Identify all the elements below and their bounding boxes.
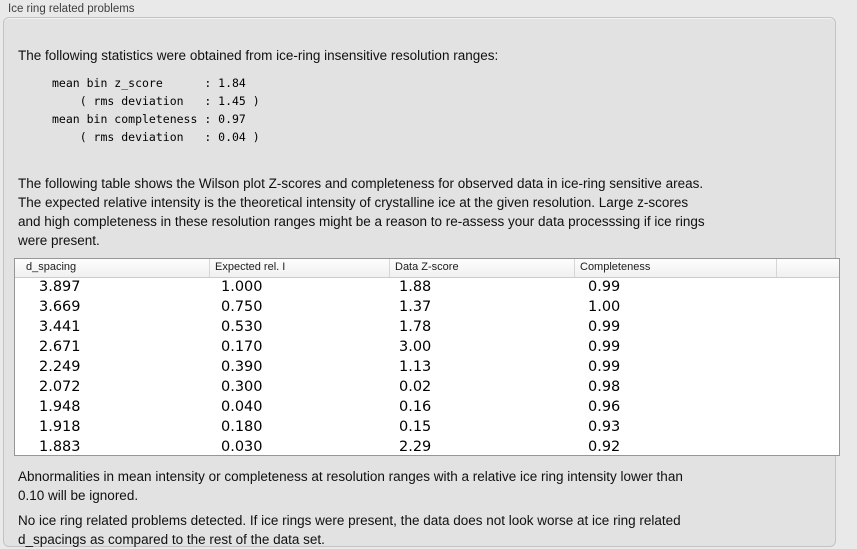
table-row[interactable]: 1.948 0.040 0.16 0.96 <box>15 398 839 418</box>
table-cell: 0.99 <box>588 279 621 295</box>
table-cell: 1.37 <box>399 299 432 315</box>
table-cell-empty <box>777 298 839 318</box>
table-row[interactable]: 3.669 0.750 1.37 1.00 <box>15 298 839 318</box>
table-cell-empty <box>777 358 839 378</box>
table-row[interactable]: 2.072 0.300 0.02 0.98 <box>15 378 839 398</box>
table-cell: 1.000 <box>221 279 263 295</box>
description-line: were present. <box>18 233 100 248</box>
conclusion-text: No ice ring related problems detected. I… <box>18 511 681 549</box>
table-cell: 0.180 <box>221 419 263 435</box>
table-cell: 3.441 <box>39 319 81 335</box>
table-cell-empty <box>777 278 839 298</box>
description-line: and high completeness in these resolutio… <box>18 214 705 229</box>
table-cell: 0.040 <box>221 399 263 415</box>
table-cell-empty <box>777 318 839 338</box>
table-row[interactable]: 1.883 0.030 2.29 0.92 <box>15 438 839 455</box>
table-cell: 2.249 <box>39 359 81 375</box>
ignore-note: Abnormalities in mean intensity or compl… <box>18 467 683 505</box>
table-cell-empty <box>777 378 839 398</box>
table-cell: 0.16 <box>399 399 432 415</box>
table-cell-empty <box>777 398 839 418</box>
table-cell: 3.669 <box>39 299 81 315</box>
statistics-block: mean bin z_score : 1.84 ( rms deviation … <box>52 76 260 144</box>
column-header-d-spacing[interactable]: d_spacing <box>15 259 210 277</box>
column-header-completeness[interactable]: Completeness <box>575 259 777 277</box>
table-cell-empty <box>777 338 839 358</box>
table-cell: 1.88 <box>399 279 432 295</box>
conclusion-line: d_spacings as compared to the rest of th… <box>18 532 325 547</box>
table-row[interactable]: 1.918 0.180 0.15 0.93 <box>15 418 839 438</box>
ice-ring-table: d_spacing Expected rel. I Data Z-score Comp… <box>14 258 840 456</box>
description-line: The expected relative intensity is the t… <box>18 195 689 210</box>
table-cell: 0.390 <box>221 359 263 375</box>
table-cell: 0.530 <box>221 319 263 335</box>
table-cell: 0.170 <box>221 339 263 355</box>
table-row[interactable]: 2.671 0.170 3.00 0.99 <box>15 338 839 358</box>
table-cell: 2.671 <box>39 339 81 355</box>
table-cell: 0.15 <box>399 419 432 435</box>
table-row[interactable]: 3.441 0.530 1.78 0.99 <box>15 318 839 338</box>
table-cell: 1.78 <box>399 319 432 335</box>
conclusion-line: No ice ring related problems detected. I… <box>18 513 681 528</box>
table-cell: 0.750 <box>221 299 263 315</box>
table-cell: 0.92 <box>588 439 621 455</box>
table-cell: 0.99 <box>588 339 621 355</box>
table-header-row: d_spacing Expected rel. I Data Z-score Comp… <box>15 259 839 278</box>
note-line: 0.10 will be ignored. <box>18 488 139 503</box>
table-cell: 1.13 <box>399 359 432 375</box>
ice-ring-groupbox: The following statistics were obtained f… <box>3 17 840 549</box>
table-cell: 0.99 <box>588 319 621 335</box>
panel-title: Ice ring related problems <box>8 3 135 15</box>
note-line: Abnormalities in mean intensity or compl… <box>18 469 683 484</box>
table-cell: 1.00 <box>588 299 621 315</box>
table-row[interactable]: 3.897 1.000 1.88 0.99 <box>15 278 839 298</box>
table-row[interactable]: 2.249 0.390 1.13 0.99 <box>15 358 839 378</box>
table-cell: 2.29 <box>399 439 432 455</box>
table-cell: 0.99 <box>588 359 621 375</box>
table-cell: 3.00 <box>399 339 432 355</box>
table-description: The following table shows the Wilson plo… <box>18 174 705 250</box>
table-cell-empty <box>777 418 839 438</box>
table-cell: 1.948 <box>39 399 81 415</box>
description-line: The following table shows the Wilson plo… <box>18 176 704 191</box>
table-cell: 1.918 <box>39 419 81 435</box>
table-body: 3.897 1.000 1.88 0.99 3.669 0.750 1.37 1.00 3.44… <box>15 278 839 455</box>
column-header-empty <box>777 259 839 277</box>
table-cell: 0.300 <box>221 379 263 395</box>
table-cell: 3.897 <box>39 279 81 295</box>
table-cell: 0.030 <box>221 439 263 455</box>
intro-text: The following statistics were obtained f… <box>18 48 499 63</box>
table-cell-empty <box>777 438 839 455</box>
table-cell: 1.883 <box>39 439 81 455</box>
table-cell: 0.98 <box>588 379 621 395</box>
table-cell: 0.02 <box>399 379 432 395</box>
table-cell: 0.93 <box>588 419 621 435</box>
table-cell: 0.96 <box>588 399 621 415</box>
column-header-data-z-score[interactable]: Data Z-score <box>390 259 575 277</box>
column-header-expected-rel-i[interactable]: Expected rel. I <box>210 259 390 277</box>
table-cell: 2.072 <box>39 379 81 395</box>
